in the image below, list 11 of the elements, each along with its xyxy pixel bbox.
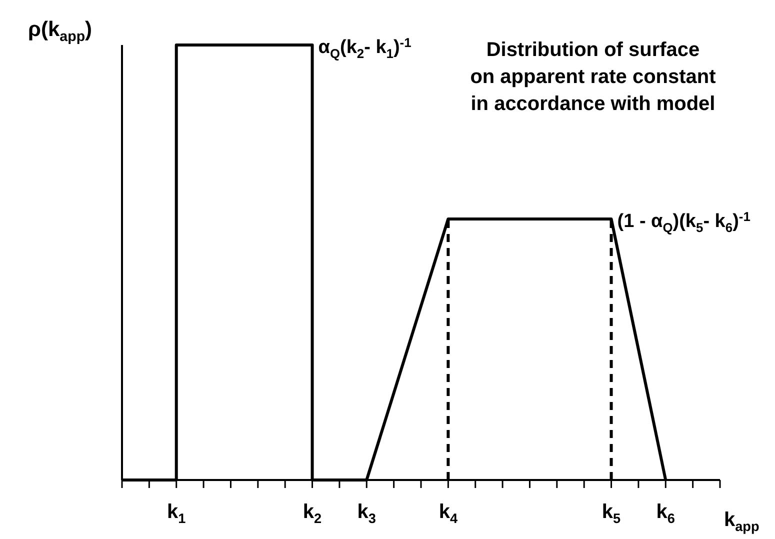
text: Distribution of surface on apparent rate constant in accordance with model	[470, 39, 716, 115]
annotation: (1 - α$_{Q}$)(k$_{5}$- k$_{6}$)$^{-1}$	[617, 209, 750, 235]
y-axis-title: ρ(k$_{app}$)	[28, 18, 92, 45]
x-tick-label: k$_{3}$	[357, 501, 376, 526]
x-tick-label: k$_{1}$	[167, 501, 186, 526]
x-tick-label: k$_{6}$	[656, 501, 676, 526]
annotation: α$_{Q}$(k$_{2}$- k$_{1}$)$^{-1}$	[318, 35, 412, 61]
x-tick-label: k$_{2}$	[302, 501, 322, 526]
x-tick-label: k$_{4}$	[438, 501, 458, 526]
x-tick-label: k$_{5}$	[602, 501, 622, 526]
x-axis-title: k$_{app}$	[724, 509, 760, 534]
